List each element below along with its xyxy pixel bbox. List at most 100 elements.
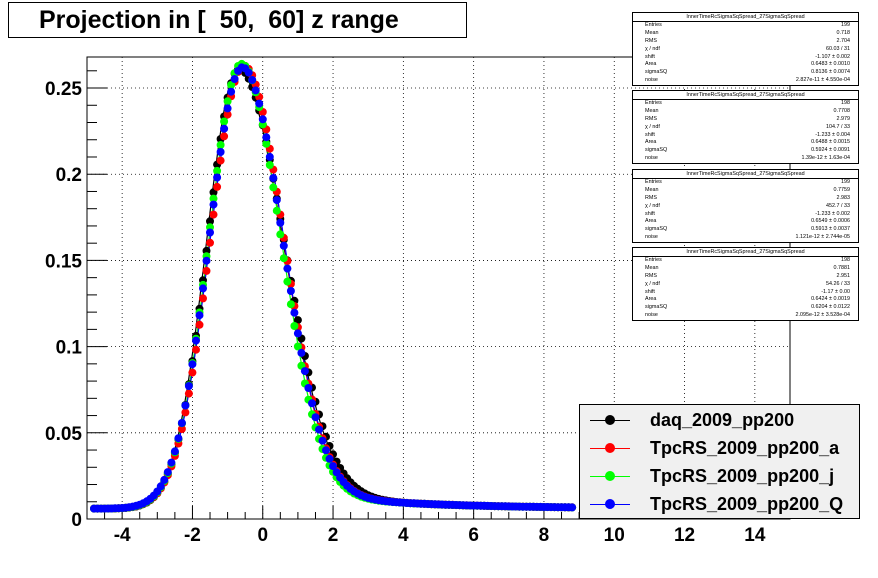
legend-entry: TpcRS_2009_pp200_a (580, 435, 859, 463)
data-point (188, 368, 197, 377)
stat-value: 198 (841, 257, 850, 263)
stat-value: 2.095e-12 ± 3.528e-04 (795, 312, 850, 319)
data-point (184, 389, 193, 398)
data-point (216, 156, 225, 165)
data-point (286, 300, 295, 309)
stat-box: InnerTimeRcSigmaSqSpread_27SigmaSqSpread… (632, 90, 859, 165)
stat-value: 0.7759 (833, 186, 851, 193)
stat-label: χ / ndf (645, 202, 660, 209)
x-tick-label: 14 (744, 525, 766, 546)
data-point (311, 413, 320, 422)
data-point (265, 152, 274, 161)
data-point (258, 115, 267, 124)
data-point (199, 294, 207, 303)
data-point (223, 110, 232, 119)
data-point (272, 196, 281, 205)
x-tick-label: 2 (328, 525, 339, 546)
data-point (283, 264, 292, 273)
data-point (216, 141, 225, 149)
stat-value: 199 (841, 22, 850, 28)
stat-label: shift (645, 131, 655, 138)
stat-label: sigmaSQ (645, 226, 668, 233)
stat-value: -1.233 ± 0.004 (815, 131, 850, 138)
data-point (262, 139, 271, 148)
chart-title: Projection in [ 50, 60] z range (8, 2, 467, 38)
legend-label: daq_2009_pp200 (650, 410, 795, 430)
data-point (174, 434, 183, 443)
stat-label: Entries (645, 257, 662, 263)
data-point (206, 217, 214, 226)
data-point (177, 425, 186, 433)
stat-row: shift -1.107 ± 0.002 (633, 54, 858, 62)
x-tick-label: -2 (184, 525, 201, 546)
x-tick-label: 4 (398, 525, 409, 546)
legend-marker (605, 415, 615, 425)
data-point (279, 254, 288, 263)
data-point (170, 447, 179, 456)
stat-row: χ / ndf 104.7 / 33 (633, 124, 858, 132)
data-point (248, 76, 257, 84)
stat-row: Mean 0.718 (633, 30, 858, 38)
data-point (213, 182, 222, 191)
stat-row: sigmaSQ 0.6204 ± 0.0122 (633, 304, 858, 312)
stat-box: InnerTimeRcSigmaSqSpread_27SigmaSqSpread… (632, 12, 859, 87)
data-point (206, 228, 214, 237)
stat-row: Mean 0.7708 (633, 108, 858, 116)
data-point (206, 238, 214, 247)
data-point (329, 462, 337, 471)
data-point (286, 287, 295, 295)
stat-value: 0.6549 ± 0.0006 (811, 218, 850, 225)
stat-label: noise (645, 312, 658, 319)
stat-label: Area (645, 296, 657, 303)
data-point (199, 284, 207, 293)
y-tick-label: 0.05 (45, 424, 82, 445)
data-point (181, 401, 190, 410)
data-point (293, 342, 302, 351)
data-point (251, 86, 260, 95)
data-point (167, 458, 176, 467)
data-point (195, 311, 204, 320)
data-point (290, 308, 299, 317)
data-point (220, 117, 229, 126)
data-point (177, 419, 186, 427)
stat-row: Area 0.6488 ± 0.0015 (633, 139, 858, 147)
data-point (255, 99, 264, 108)
x-tick-label: 6 (468, 525, 479, 546)
x-tick-label: 8 (539, 525, 550, 546)
legend-label: TpcRS_2009_pp200_j (650, 466, 835, 486)
stat-row: sigmaSQ 0.5924 ± 0.0091 (633, 147, 858, 155)
data-point (568, 503, 577, 512)
stat-value: 2.983 (836, 194, 851, 201)
stat-label: χ / ndf (645, 45, 660, 52)
stat-row: shift -1.233 ± 0.004 (633, 132, 858, 140)
stat-value: 54.26 / 33 (826, 280, 850, 287)
data-point (262, 133, 271, 142)
stat-row: shift -1.17 ± 0.00 (633, 289, 858, 297)
stat-row: noise 2.827e-11 ± 4.550e-04 (633, 77, 858, 85)
data-point (293, 316, 302, 325)
stat-box-title: InnerTimeRcSigmaSqSpread_27SigmaSqSpread (633, 13, 858, 22)
stat-value: 2.704 (836, 37, 851, 44)
stat-label: noise (645, 77, 658, 84)
data-point (279, 241, 288, 250)
data-point (304, 384, 313, 392)
data-point (202, 256, 211, 265)
stat-row: sigmaSQ 0.5913 ± 0.0037 (633, 226, 858, 234)
data-point (202, 266, 211, 275)
y-tick-label: 0.2 (56, 165, 82, 186)
stat-row: χ / ndf 60.03 / 31 (633, 46, 858, 54)
stat-box-title: InnerTimeRcSigmaSqSpread_27SigmaSqSpread (633, 248, 858, 257)
stat-label: noise (645, 234, 658, 241)
data-point (276, 230, 285, 239)
stat-label: Entries (645, 179, 662, 185)
data-point (325, 454, 334, 463)
data-point (272, 206, 281, 215)
stat-label: shift (645, 288, 655, 295)
data-point (269, 183, 278, 192)
legend-marker (605, 471, 615, 481)
stat-value: 0.6424 ± 0.0019 (811, 296, 850, 303)
stat-label: RMS (645, 37, 657, 44)
stat-label: Area (645, 139, 657, 146)
stat-row: noise 2.095e-12 ± 3.528e-04 (633, 312, 858, 320)
legend-label: TpcRS_2009_pp200_Q (650, 494, 844, 514)
